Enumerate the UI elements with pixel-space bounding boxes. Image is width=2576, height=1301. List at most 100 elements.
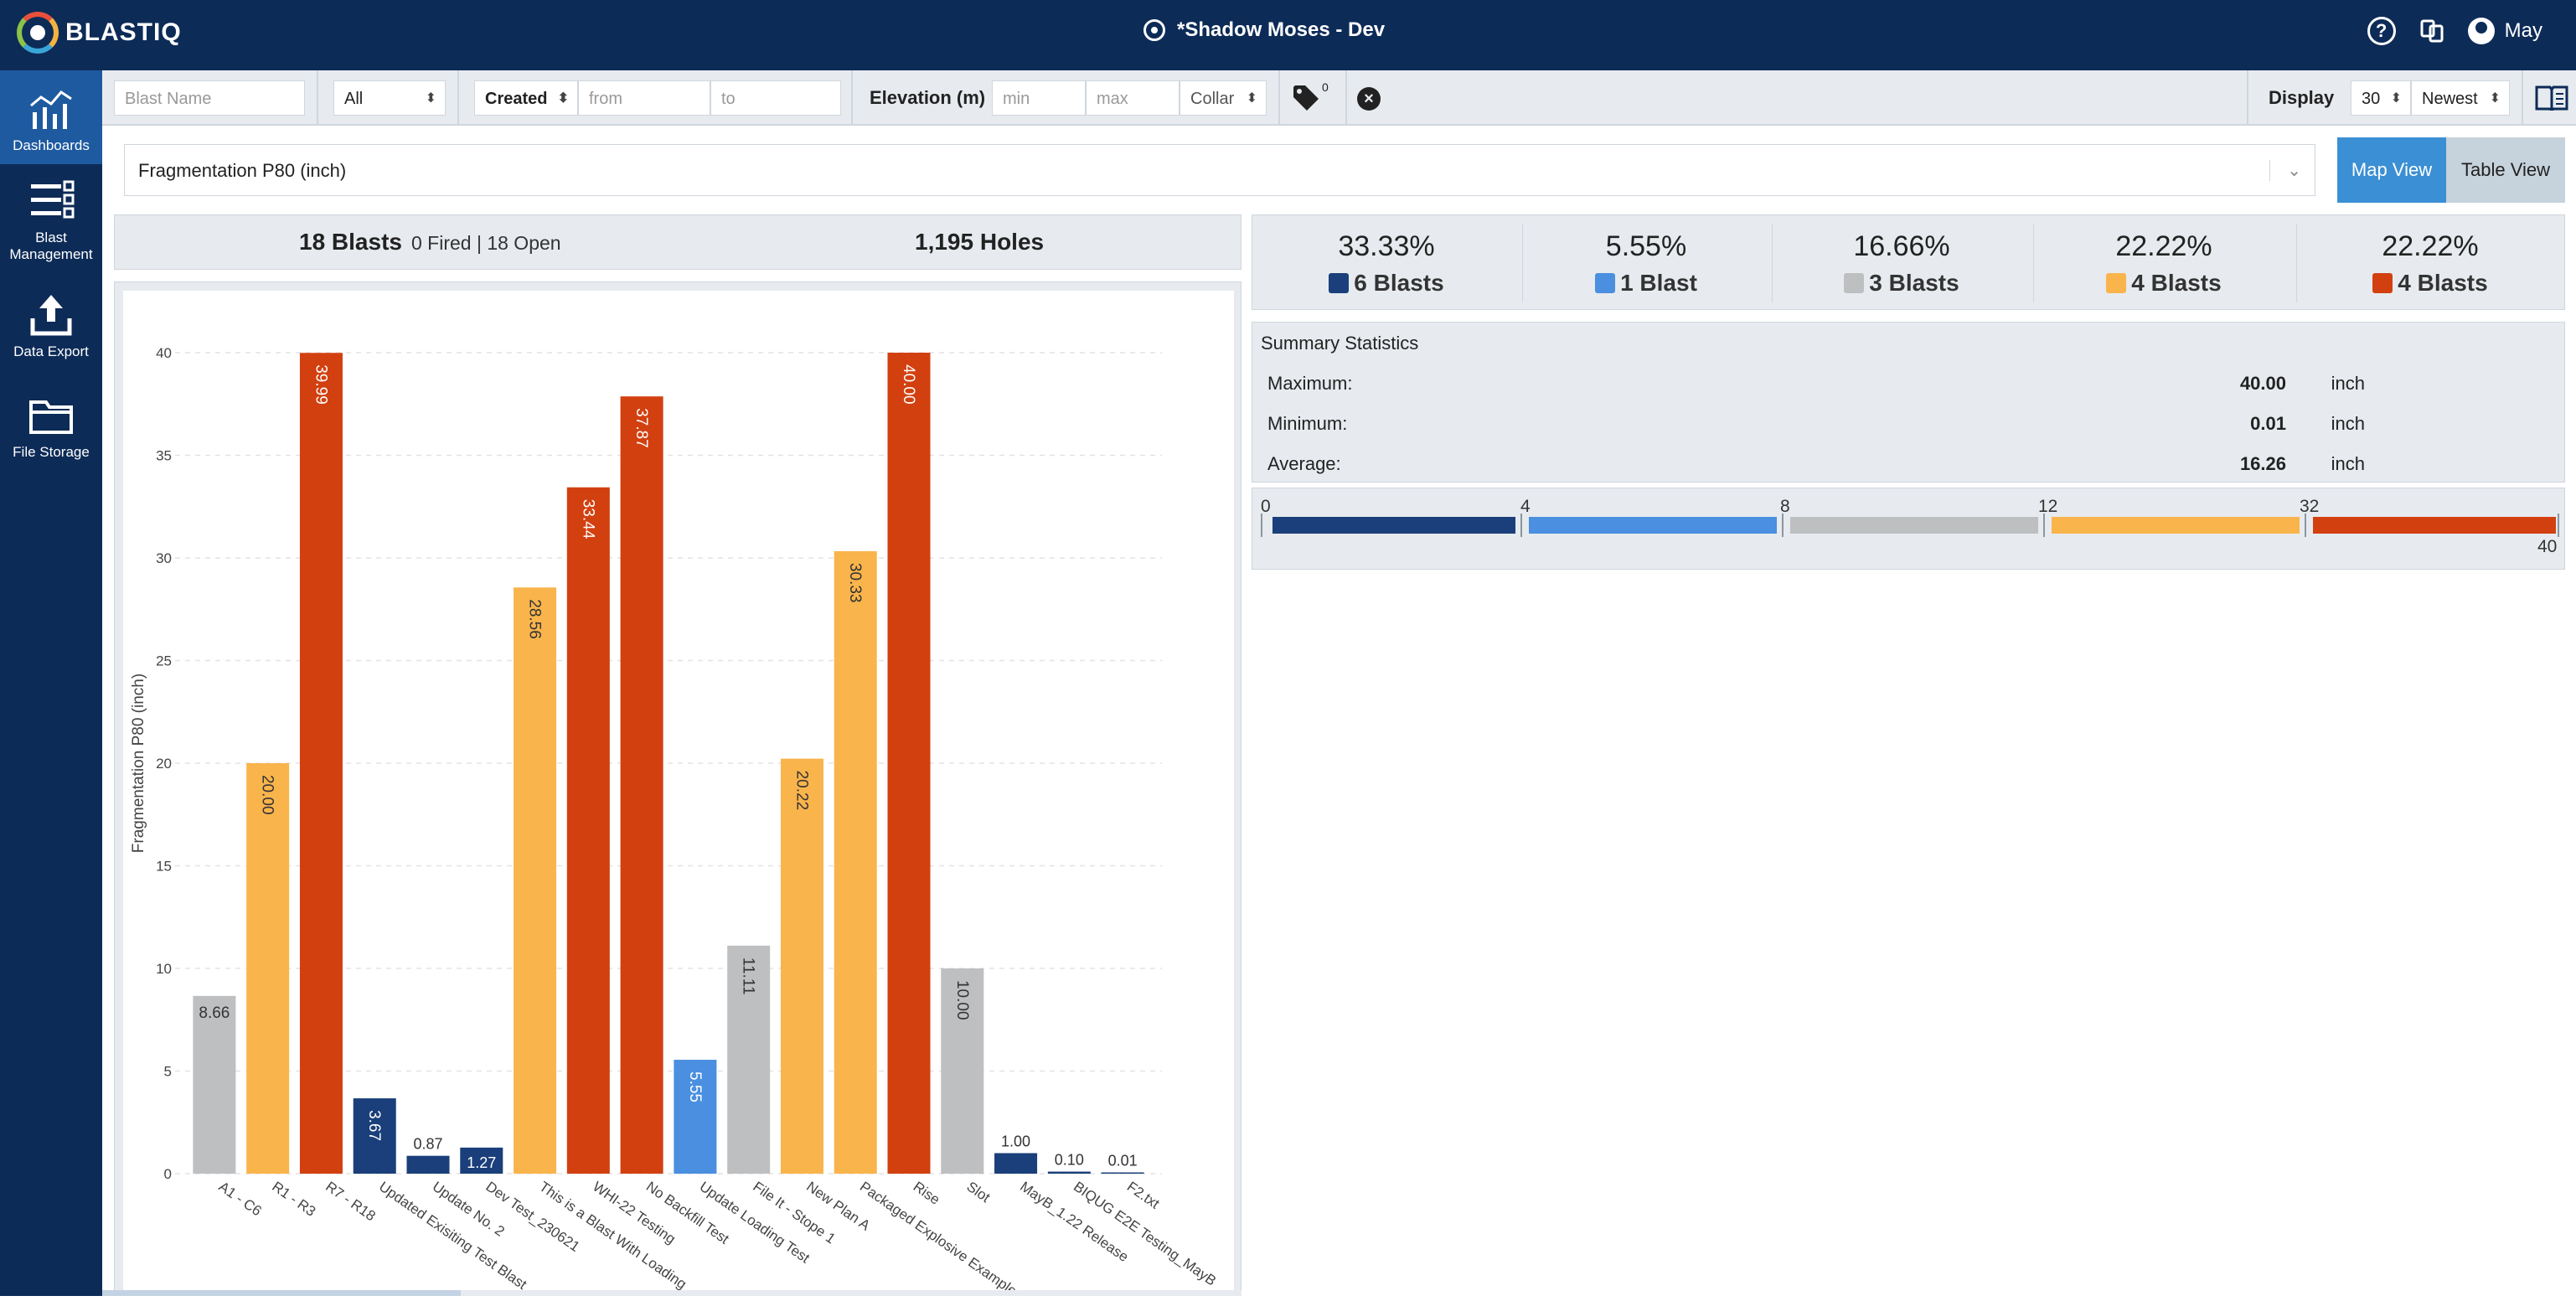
category-label: 4 Blasts xyxy=(2131,270,2222,296)
bar xyxy=(299,353,343,1174)
display-count-select[interactable]: 30 xyxy=(2351,80,2411,116)
date-from-input[interactable]: from xyxy=(578,80,710,116)
divider xyxy=(1772,224,1773,302)
blast-count: 18 Blasts xyxy=(299,229,402,255)
sidebar-item-file-storage[interactable]: File Storage xyxy=(0,392,102,467)
category-cell[interactable]: 16.66% 3 Blasts xyxy=(1772,230,2031,297)
scale-segment xyxy=(1790,517,2038,534)
x-tick-label: F2.txt xyxy=(1124,1179,1163,1212)
scrollbar-thumb[interactable] xyxy=(102,1290,461,1296)
stat-key: Average: xyxy=(1267,453,1341,474)
color-swatch xyxy=(1595,273,1616,293)
y-tick-label: 25 xyxy=(156,653,172,669)
table-view-button[interactable]: Table View xyxy=(2446,137,2565,203)
stat-value: 16.26 xyxy=(2239,453,2286,474)
bar xyxy=(780,758,823,1174)
scale-tick xyxy=(2043,514,2045,537)
category-cell[interactable]: 22.22% 4 Blasts xyxy=(2296,230,2564,297)
sidebar-item-label: Dashboards xyxy=(13,137,90,153)
category-cell[interactable]: 22.22% 4 Blasts xyxy=(2033,230,2295,297)
status-select[interactable]: All xyxy=(333,80,446,116)
user-menu[interactable]: May xyxy=(2467,18,2542,44)
y-tick-label: 20 xyxy=(156,756,172,772)
divider xyxy=(317,70,318,126)
color-swatch xyxy=(1844,273,1865,293)
scale-break-label: 12 xyxy=(2038,497,2058,516)
scale-tick xyxy=(2305,514,2306,537)
bar xyxy=(193,995,236,1174)
project-selector[interactable]: *Shadow Moses - Dev xyxy=(1143,18,1385,42)
stat-unit: inch xyxy=(2331,453,2365,474)
bar-value-label: 20.00 xyxy=(259,775,276,815)
color-swatch xyxy=(2106,273,2127,293)
scale-end-label: 40 xyxy=(2537,537,2558,556)
bar-value-label: 0.10 xyxy=(1055,1152,1084,1169)
y-tick-label: 15 xyxy=(156,859,172,875)
bar-value-label: 5.55 xyxy=(686,1071,704,1102)
x-tick-label: A1 - C6 xyxy=(216,1179,265,1220)
stat-unit: inch xyxy=(2331,413,2365,434)
sidebar-item-blast-management[interactable]: Blast Management xyxy=(0,178,102,262)
color-swatch xyxy=(1329,273,1350,293)
stat-value: 40.00 xyxy=(2239,373,2286,394)
category-label: 1 Blast xyxy=(1620,270,1697,296)
clear-filters-icon[interactable]: × xyxy=(1357,87,1381,111)
category-cell[interactable]: 5.55% 1 Blast xyxy=(1522,230,1770,297)
stat-value: 0.01 xyxy=(2250,413,2286,434)
sort-select[interactable]: Newest xyxy=(2411,80,2510,116)
color-swatch xyxy=(2372,273,2393,293)
date-field-select[interactable]: Created xyxy=(474,80,578,116)
map-view-button[interactable]: Map View xyxy=(2337,137,2446,203)
color-scale-legend: 0 4 8 12 32 40 xyxy=(1252,488,2565,570)
bar xyxy=(834,550,877,1174)
bar-value-label: 1.27 xyxy=(467,1154,496,1171)
category-summary-row: 33.33% 6 Blasts 5.55% 1 Blast 16.66% 3 B… xyxy=(1252,214,2565,310)
support-icon[interactable] xyxy=(2419,18,2444,44)
tags-button[interactable]: 0 xyxy=(1292,80,1334,112)
y-tick-label: 35 xyxy=(156,448,172,464)
bar-value-label: 1.00 xyxy=(1001,1133,1030,1150)
scale-break-label: 8 xyxy=(1780,497,1790,516)
bar-value-label: 33.44 xyxy=(579,499,596,540)
horizontal-scrollbar[interactable] xyxy=(102,1290,1242,1296)
bar-value-label: 37.87 xyxy=(632,408,650,448)
dashboard-chart-icon xyxy=(26,85,76,132)
blast-summary-bar: 18 Blasts 0 Fired | 18 Open 1,195 Holes xyxy=(114,214,1242,270)
elevation-min-input[interactable]: min xyxy=(992,80,1086,116)
bar xyxy=(460,1147,503,1174)
chart-area: 0 5 10 15 20 25 30 35 40 Fragmentation P80 (inch)… xyxy=(123,291,1234,1299)
y-tick-label: 0 xyxy=(164,1166,172,1182)
bar-value-label: 10.00 xyxy=(953,980,971,1020)
bar xyxy=(727,945,771,1174)
tag-icon xyxy=(1293,85,1319,111)
date-to-input[interactable]: to xyxy=(710,80,841,116)
stat-key: Maximum: xyxy=(1267,373,1353,394)
metric-select[interactable]: Fragmentation P80 (inch) ⌄ xyxy=(124,144,2315,196)
x-tick-label: Rise xyxy=(911,1179,943,1208)
filter-bar: Blast Name All Created from to Elevation… xyxy=(102,70,2576,126)
sidebar-item-dashboards[interactable]: Dashboards xyxy=(0,70,102,164)
sidebar-item-label: Data Export xyxy=(13,343,89,359)
elevation-reference-select[interactable]: Collar xyxy=(1180,80,1267,116)
bar-chart: 0 5 10 15 20 25 30 35 40 Fragmentation P80 (inch)… xyxy=(130,345,1219,1299)
hole-count: 1,195 Holes xyxy=(915,229,1045,255)
y-tick-label: 5 xyxy=(164,1064,172,1080)
summary-title: Summary Statistics xyxy=(1261,333,1419,354)
bar xyxy=(566,487,610,1174)
sidebar-item-data-export[interactable]: Data Export xyxy=(0,292,102,367)
sidebar-item-label: Blast Management xyxy=(9,230,93,262)
app-logo[interactable]: BLASTIQ xyxy=(17,12,182,54)
category-cell[interactable]: 33.33% 6 Blasts xyxy=(1252,230,1520,297)
divider xyxy=(1278,70,1280,126)
docs-book-icon[interactable] xyxy=(2535,85,2568,115)
bar-value-label: 0.01 xyxy=(1108,1153,1138,1169)
bar xyxy=(620,396,663,1174)
scale-break-label: 4 xyxy=(1520,497,1531,516)
bar-value-label: 0.87 xyxy=(413,1136,442,1153)
bar-value-label: 3.67 xyxy=(365,1110,383,1141)
blast-name-input[interactable]: Blast Name xyxy=(114,80,305,116)
help-icon[interactable]: ? xyxy=(2367,17,2396,45)
bar xyxy=(941,968,984,1174)
bar xyxy=(674,1060,717,1174)
elevation-max-input[interactable]: max xyxy=(1086,80,1180,116)
